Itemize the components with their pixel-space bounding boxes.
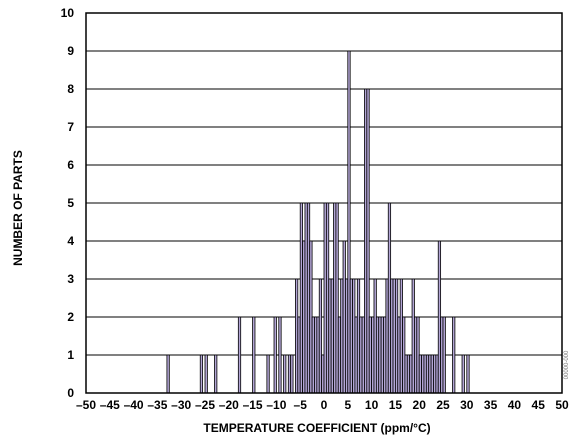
histogram-bars <box>166 50 470 394</box>
y-tick-label: 3 <box>67 272 74 286</box>
y-axis-title: NUMBER OF PARTS <box>11 150 25 266</box>
x-tick-label: –40 <box>124 398 144 412</box>
histogram-bar <box>204 354 208 394</box>
histogram-bar <box>278 316 282 394</box>
x-tick-label: 40 <box>508 398 522 412</box>
histogram-bar <box>290 354 294 394</box>
x-tick-label: 25 <box>436 398 450 412</box>
histogram-bar <box>273 316 277 394</box>
x-axis-ticks: –50 –45 –40 –35 –30 –25 –20 –15 –10 –5 0 5 10 15 20 25 3… <box>76 398 569 412</box>
x-tick-label: 50 <box>555 398 569 412</box>
x-tick-label: 35 <box>484 398 498 412</box>
x-axis-title: TEMPERATURE COEFFICIENT (ppm/°C) <box>203 421 430 435</box>
x-tick-label: 15 <box>389 398 403 412</box>
y-tick-label: 9 <box>67 44 74 58</box>
figure-code: 00000-000 <box>564 350 570 379</box>
y-tick-label: 8 <box>67 82 74 96</box>
x-tick-label: –35 <box>147 398 167 412</box>
y-tick-label: 7 <box>67 120 74 134</box>
y-tick-label: 2 <box>67 310 74 324</box>
y-tick-label: 0 <box>67 386 74 400</box>
x-tick-label: –15 <box>243 398 263 412</box>
histogram-bar <box>283 354 287 394</box>
y-tick-label: 6 <box>67 158 74 172</box>
plot-area-frame <box>85 12 563 394</box>
histogram-bar <box>199 354 204 394</box>
y-tick-label: 4 <box>67 234 74 248</box>
x-tick-label: 10 <box>365 398 379 412</box>
x-tick-label: –5 <box>294 398 308 412</box>
x-tick-label: –45 <box>100 398 120 412</box>
histogram-bar <box>266 354 270 394</box>
histogram-bar <box>166 354 170 394</box>
x-tick-label: –20 <box>219 398 239 412</box>
histogram-bar <box>237 316 242 394</box>
histogram-bar <box>252 316 256 394</box>
x-tick-label: –50 <box>76 398 96 412</box>
y-tick-label: 5 <box>67 196 74 210</box>
x-tick-label: 30 <box>460 398 474 412</box>
histogram-bar <box>442 316 446 394</box>
x-tick-label: –10 <box>266 398 286 412</box>
y-tick-label: 10 <box>61 6 75 20</box>
histogram-bar <box>452 316 456 394</box>
histogram-bar <box>461 354 465 394</box>
x-tick-label: –25 <box>195 398 215 412</box>
histogram-bar <box>466 354 470 394</box>
y-axis-ticks: 0 1 2 3 4 5 6 7 8 9 10 <box>61 6 75 400</box>
y-tick-label: 1 <box>67 348 74 362</box>
histogram-bar <box>214 354 218 394</box>
x-tick-label: 5 <box>344 398 351 412</box>
x-tick-label: 20 <box>413 398 427 412</box>
x-tick-label: 0 <box>321 398 328 412</box>
x-tick-label: 45 <box>532 398 546 412</box>
x-tick-label: –30 <box>171 398 191 412</box>
